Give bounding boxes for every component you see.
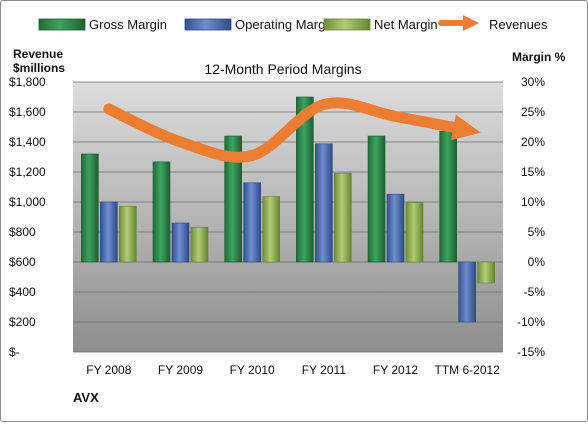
legend-swatch-gross: [38, 18, 86, 31]
x-tick-label: FY 2010: [230, 363, 275, 377]
bar-net-margin: [334, 172, 352, 263]
legend-swatch-operating: [184, 18, 232, 31]
bar-operating-margin: [386, 193, 405, 263]
bar-net-margin: [119, 205, 137, 263]
bar-gross-margin: [81, 153, 99, 263]
right-tick-label: 5%: [528, 225, 546, 239]
x-tick-label: TTM 6-2012: [434, 363, 500, 377]
bar-operating-margin: [171, 222, 190, 263]
bar-net-margin: [477, 261, 495, 284]
right-tick-label: 0%: [528, 255, 546, 269]
right-axis-label: Margin %: [512, 50, 566, 64]
right-tick-label: 15%: [521, 165, 545, 179]
legend-swatch-net: [323, 18, 371, 31]
bars: [81, 96, 495, 323]
right-tick-label: 25%: [521, 105, 545, 119]
left-tick-label: $1,200: [9, 165, 46, 179]
company-label: AVX: [73, 390, 99, 405]
left-tick-label: $-: [9, 345, 20, 359]
legend-label-revenues: Revenues: [489, 17, 548, 32]
bar-net-margin: [262, 196, 280, 263]
left-tick-label: $200: [9, 315, 36, 329]
legend-swatch-revenues: [438, 15, 479, 31]
bar-gross-margin: [296, 96, 314, 263]
x-tick-label: FY 2012: [373, 363, 418, 377]
legend-label-net: Net Margin: [374, 17, 438, 32]
left-tick-label: $400: [9, 285, 36, 299]
bar-operating-margin: [458, 261, 476, 323]
bar-operating-margin: [315, 143, 333, 263]
left-tick-label: $1,000: [9, 195, 46, 209]
left-axis-label-line2: $millions: [13, 61, 65, 75]
revenue-line: [103, 97, 481, 163]
right-tick-label: 30%: [521, 75, 545, 89]
right-tick-label: -15%: [517, 345, 545, 359]
right-tick-label: 10%: [521, 195, 545, 209]
right-tick-label: -5%: [524, 285, 546, 299]
legend: Gross Margin Operating Margin Net Margin…: [38, 15, 548, 32]
revenue-line-arrowhead: [451, 114, 481, 141]
bar-gross-margin: [439, 130, 457, 263]
left-axis-label-line1: Revenue: [13, 47, 63, 61]
left-axis-ticks: $- $200 $400 $600 $800 $1,000 $1,200 $1,400 $1,6…: [9, 75, 46, 359]
left-tick-label: $800: [9, 225, 36, 239]
chart-title: 12-Month Period Margins: [204, 61, 361, 77]
legend-label-operating: Operating Margin: [235, 17, 335, 32]
revenue-line-path: [103, 97, 473, 163]
left-tick-label: $600: [9, 255, 36, 269]
x-axis-labels: FY 2008 FY 2009 FY 2010 FY 2011 FY 2012 TTM 6…: [86, 363, 500, 377]
bar-net-margin: [190, 226, 209, 263]
right-tick-label: 20%: [521, 135, 545, 149]
x-tick-label: FY 2008: [86, 363, 131, 377]
gridlines: [73, 81, 503, 353]
bar-operating-margin: [243, 182, 261, 263]
x-tick-label: FY 2009: [158, 363, 203, 377]
right-axis-ticks: -15% -10% -5% 0% 5% 10% 15% 20% 25% 30%: [517, 75, 545, 359]
left-tick-label: $1,600: [9, 105, 46, 119]
bar-gross-margin: [367, 135, 386, 263]
x-tick-label: FY 2011: [302, 363, 347, 377]
bar-net-margin: [405, 202, 424, 263]
bar-gross-margin: [152, 161, 171, 263]
bar-gross-margin: [224, 135, 242, 263]
legend-label-gross: Gross Margin: [89, 17, 167, 32]
right-tick-label: -10%: [517, 315, 545, 329]
left-tick-label: $1,400: [9, 135, 46, 149]
left-tick-label: $1,800: [9, 75, 46, 89]
bar-operating-margin: [100, 201, 118, 263]
